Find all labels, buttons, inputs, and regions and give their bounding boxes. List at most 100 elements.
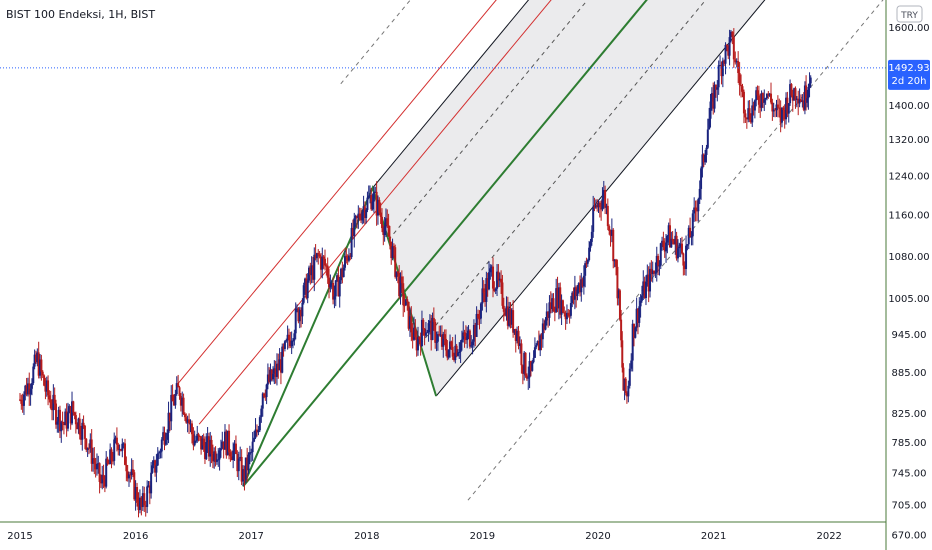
candle-body — [328, 277, 331, 288]
candle-body — [55, 403, 58, 425]
candle-body — [51, 408, 54, 411]
x-tick-label: 2018 — [354, 531, 379, 542]
candle-body — [250, 452, 253, 454]
x-tick-label: 2021 — [701, 531, 726, 542]
candle-body — [661, 240, 664, 244]
candle-body — [33, 354, 36, 367]
candle-body — [794, 88, 797, 100]
pitchfork-channel[interactable] — [175, 0, 886, 501]
candle-body — [308, 267, 310, 281]
candle-body — [126, 471, 129, 479]
candle-body — [470, 345, 473, 347]
y-tick-label: 1240.00 — [888, 172, 929, 183]
candle-body — [541, 323, 544, 340]
candle-body — [737, 61, 740, 74]
last-price-label: 1492.93 — [888, 63, 929, 74]
candle-body — [160, 439, 163, 452]
candles-group[interactable] — [19, 28, 812, 518]
candle-body — [694, 207, 697, 211]
candle-body — [297, 308, 300, 322]
candle-body — [233, 443, 236, 451]
candle-body — [621, 340, 624, 368]
candle-body — [646, 274, 649, 282]
candle-body — [342, 267, 345, 277]
candle-body — [64, 411, 67, 426]
candle-body — [48, 395, 51, 400]
candle-body — [154, 460, 157, 473]
candle-body — [266, 374, 269, 385]
candle-body — [113, 439, 116, 461]
y-tick-label: 1320.00 — [888, 135, 929, 146]
candle-body — [774, 109, 777, 111]
candle-body — [167, 412, 170, 433]
candle-body — [793, 88, 796, 101]
candle-body — [612, 229, 615, 262]
candle-body — [282, 346, 285, 349]
candle-body — [424, 332, 427, 336]
candle-body — [395, 271, 398, 277]
candle-body — [296, 308, 299, 310]
candle-body — [435, 341, 438, 343]
y-tick-label: 705.00 — [892, 501, 927, 512]
candle-body — [708, 118, 711, 130]
pitchfork-inner-dashed — [388, 0, 589, 241]
candle-body — [218, 450, 221, 460]
candle-body — [292, 340, 295, 342]
candle-body — [693, 207, 696, 214]
candle-body — [52, 394, 55, 411]
currency-badge[interactable] — [896, 5, 923, 23]
candle-body — [520, 343, 523, 366]
candle-body — [388, 236, 391, 242]
candle-body — [181, 397, 184, 406]
candle-body — [206, 436, 209, 443]
candle-body — [168, 412, 171, 422]
candle-body — [605, 205, 608, 208]
candle-body — [440, 334, 443, 347]
candle-body — [753, 100, 756, 111]
candle-body — [272, 373, 275, 380]
candle-body — [387, 225, 390, 237]
candle-body — [131, 469, 134, 473]
candle-body — [243, 469, 246, 480]
candle-body — [786, 97, 789, 114]
candle-body — [287, 334, 290, 341]
candle-body — [350, 227, 353, 258]
candle-body — [77, 418, 80, 430]
candle-body — [260, 408, 263, 418]
candle-body — [807, 87, 810, 99]
candle-body — [501, 282, 504, 306]
candle-body — [309, 267, 312, 276]
candle-body — [94, 463, 97, 470]
candle-body — [776, 104, 779, 108]
candle-body — [81, 422, 84, 440]
candle-body — [141, 493, 144, 508]
y-tick-label: 745.00 — [892, 468, 927, 479]
candle-body — [144, 505, 147, 507]
candle-body — [274, 368, 277, 377]
candle-body — [767, 93, 770, 96]
candle-body — [683, 265, 686, 270]
candle-body — [29, 388, 32, 395]
candle-body — [720, 65, 723, 77]
candle-body — [426, 332, 429, 334]
candle-body — [416, 337, 419, 351]
candle-body — [209, 439, 212, 457]
candle-body — [649, 268, 652, 292]
candle-body — [616, 266, 619, 299]
candle-body — [430, 320, 433, 340]
candle-body — [402, 283, 405, 306]
candle-body — [472, 325, 475, 342]
candle-body — [488, 272, 491, 290]
candle-body — [809, 77, 812, 84]
candle-body — [344, 255, 347, 268]
candle-body — [273, 368, 276, 374]
candle-body — [636, 308, 639, 323]
candle-body — [690, 236, 693, 238]
candle-body — [731, 31, 734, 37]
candle-body — [174, 394, 177, 406]
candle-body — [675, 235, 678, 259]
candle-body — [549, 302, 552, 310]
candle-body — [735, 61, 738, 63]
